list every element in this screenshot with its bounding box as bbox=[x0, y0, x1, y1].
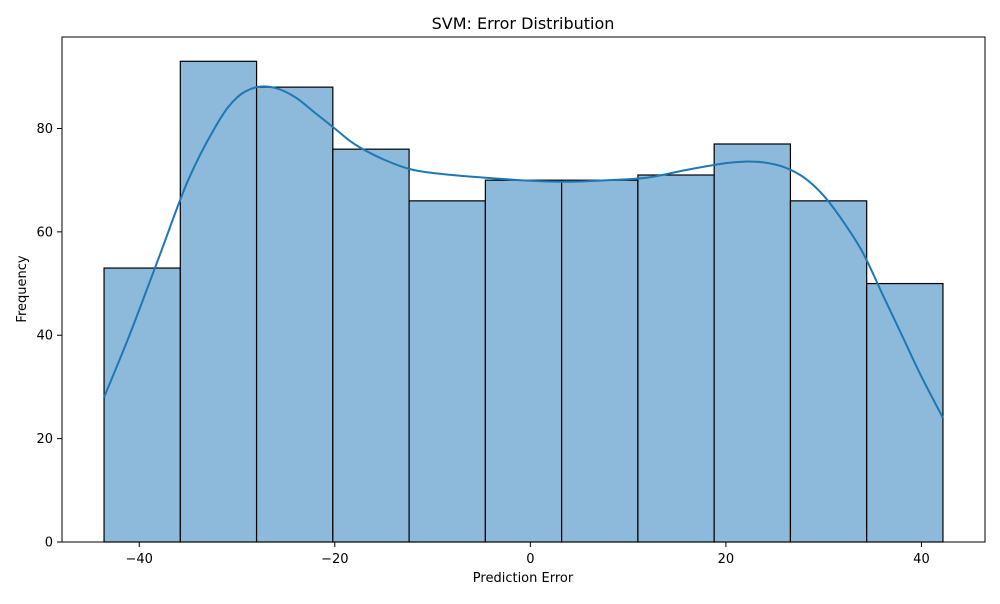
histogram-bar bbox=[637, 174, 715, 543]
histogram-bar bbox=[179, 60, 258, 543]
histogram-bar bbox=[789, 200, 868, 543]
x-tick-label: 0 bbox=[526, 552, 534, 567]
x-axis-label: Prediction Error bbox=[473, 571, 574, 586]
x-tick-label: −20 bbox=[321, 552, 348, 567]
histogram-bars bbox=[103, 60, 944, 543]
histogram-bar bbox=[561, 179, 639, 543]
x-tick-label: −40 bbox=[126, 552, 153, 567]
chart-title: SVM: Error Distribution bbox=[432, 14, 615, 33]
histogram-bar bbox=[484, 179, 563, 543]
histogram-bar bbox=[713, 143, 792, 543]
y-tick-label: 60 bbox=[36, 225, 53, 240]
y-tick-label: 20 bbox=[36, 432, 53, 447]
histogram-bar bbox=[332, 148, 410, 543]
x-tick-label: 40 bbox=[913, 552, 930, 567]
tick-marks: −40 −20 0 20 40 0 20 40 60 80 bbox=[36, 122, 929, 567]
y-tick-label: 40 bbox=[36, 329, 53, 344]
kde-curve bbox=[103, 85, 944, 419]
histogram-bar bbox=[408, 200, 486, 543]
histogram-bar bbox=[255, 86, 334, 543]
kde-curve-layer bbox=[103, 85, 944, 419]
x-tick-label: 20 bbox=[718, 552, 735, 567]
y-axis-label: Frequency bbox=[15, 255, 30, 322]
plot-frame bbox=[61, 36, 986, 543]
y-tick-label: 80 bbox=[36, 122, 53, 137]
axes bbox=[61, 36, 986, 543]
y-tick-label: 0 bbox=[45, 536, 53, 551]
histogram-bar bbox=[866, 282, 944, 543]
histogram-bar bbox=[103, 267, 181, 543]
